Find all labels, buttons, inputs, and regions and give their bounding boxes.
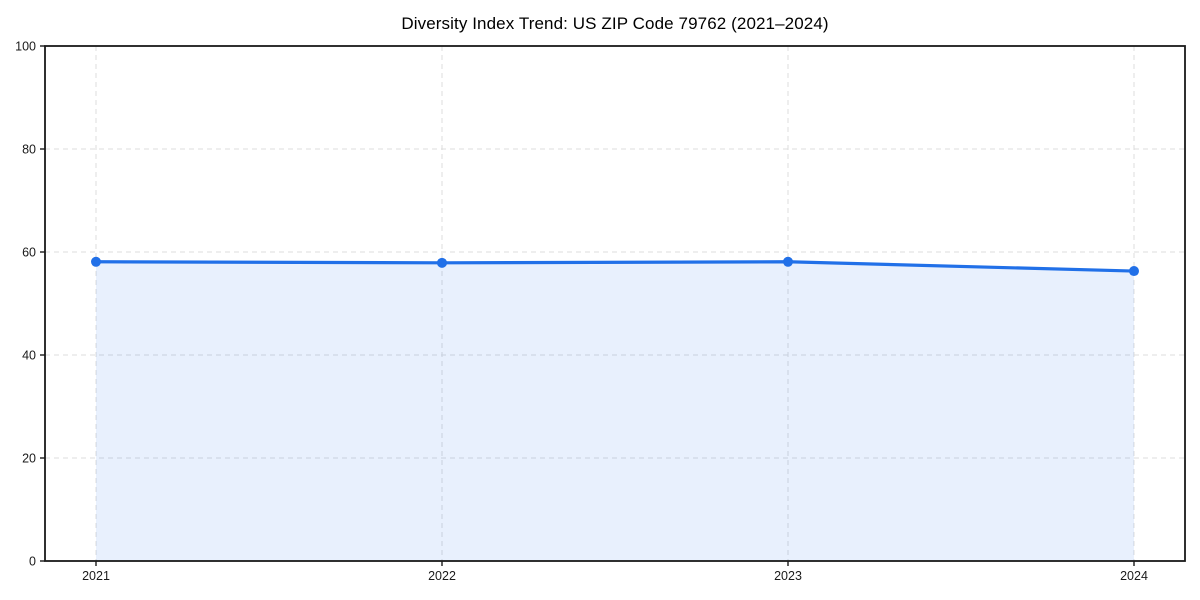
data-point-2024 — [1129, 266, 1139, 277]
y-tick-label-40: 40 — [22, 349, 36, 363]
trend-line — [94, 260, 1136, 273]
x-tick-label-2022: 2022 — [428, 569, 456, 583]
y-tick-label-20: 20 — [22, 452, 36, 466]
area-fill — [96, 261, 1134, 561]
y-tick-label-80: 80 — [22, 143, 36, 157]
x-tick-label-2023: 2023 — [774, 569, 802, 583]
plot-border — [44, 45, 1186, 562]
x-tick-label-2021: 2021 — [82, 569, 110, 583]
data-point-2021 — [91, 256, 101, 267]
chart-title: Diversity Index Trend: US ZIP Code 79762… — [401, 14, 829, 33]
y-tick-label-60: 60 — [22, 246, 36, 260]
y-tick-label-0: 0 — [29, 555, 36, 569]
x-tick-label-2024: 2024 — [1120, 569, 1148, 583]
data-point-2022 — [437, 257, 447, 268]
y-tick-label-100: 100 — [15, 40, 36, 54]
data-point-2023 — [783, 256, 793, 267]
